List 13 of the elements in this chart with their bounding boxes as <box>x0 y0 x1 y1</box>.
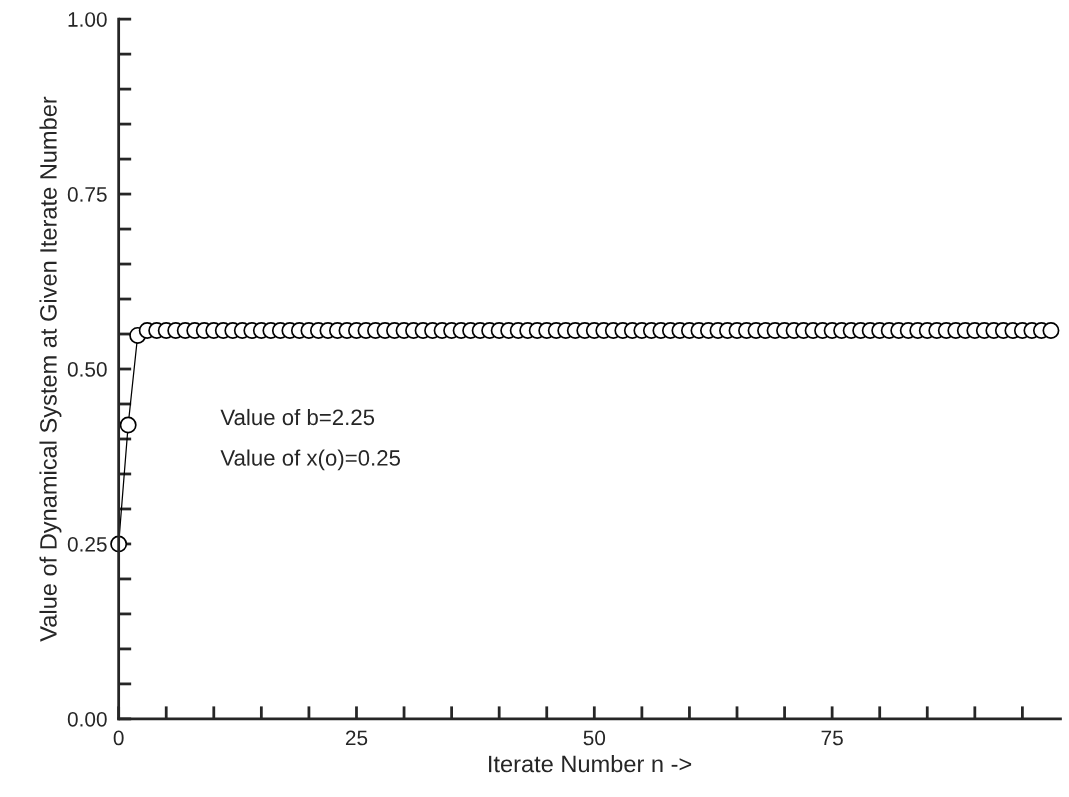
x-axis-title: Iterate Number n -> <box>489 754 692 773</box>
x-tick-label: 75 <box>821 730 843 746</box>
x-tick-label: 50 <box>583 730 606 746</box>
y-tick-label: 1.00 <box>68 12 107 27</box>
x-tick-label: 0 <box>113 730 124 746</box>
y-tick-label: 0.25 <box>67 536 107 552</box>
y-tick-label: 0.75 <box>67 187 107 202</box>
y-axis-title: Value of Dynamical System at Given Iterate Number <box>39 96 62 642</box>
y-tick-label: 0.50 <box>67 362 107 377</box>
annotation: Value of b=2.25 <box>220 408 375 426</box>
x-tick-label: 25 <box>345 730 368 746</box>
y-tick-label: 0.00 <box>67 711 107 727</box>
annotation: Value of x(o)=0.25 <box>220 449 401 471</box>
